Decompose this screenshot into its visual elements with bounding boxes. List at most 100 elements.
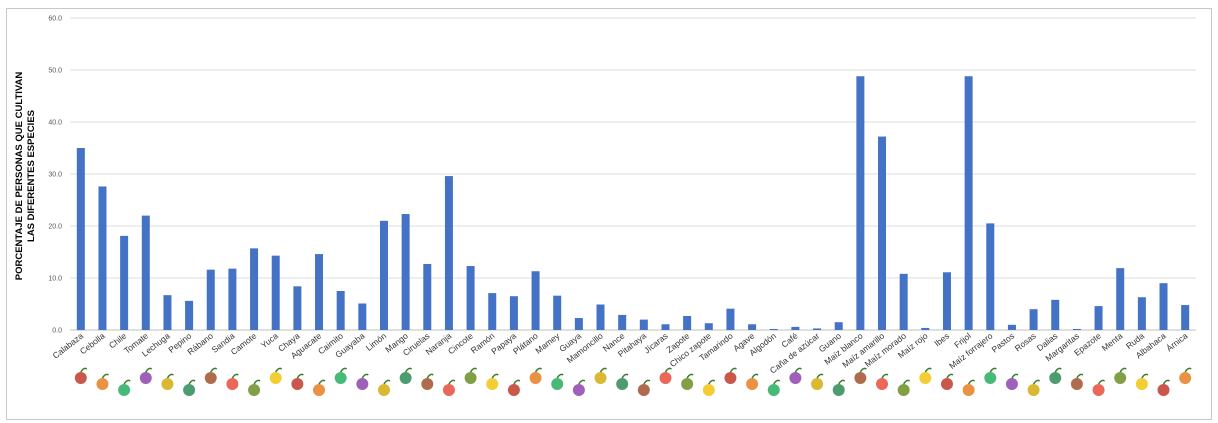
plant-icon [746,378,759,390]
bar [228,268,237,330]
plant-leaf-icon [1054,367,1062,373]
bar [98,186,107,330]
plant-leaf-icon [621,373,629,379]
bar [401,214,410,330]
bar [358,303,367,330]
plant-leaf-icon [448,379,456,385]
plant-icon [984,372,997,384]
plant-icon [204,372,217,384]
plant-leaf-icon [101,373,109,379]
plant-icon [876,378,889,390]
plant-leaf-icon [989,367,997,373]
plant-icon [1179,372,1192,384]
bar [1072,328,1081,330]
bar [466,266,475,330]
plant-icon [681,378,694,390]
bar [206,269,215,330]
plant-leaf-icon [404,367,413,373]
plant-icon [442,384,455,396]
y-tick-label: 60.0 [48,16,62,23]
plant-leaf-icon [1097,379,1105,385]
bar [293,286,302,330]
bar [986,223,995,330]
y-tick-label: 50.0 [48,68,62,75]
bar [76,148,85,330]
plant-leaf-icon [643,379,651,385]
plant-icon [96,378,109,390]
bar [185,300,194,330]
plant-icon [940,378,953,390]
bar [1029,309,1038,330]
y-axis-label-line2: LAS DIFERENTES ESPECIES [26,110,37,242]
plant-icon [313,384,326,396]
bar [574,318,583,330]
plant-leaf-icon [275,367,283,373]
bar [878,136,887,330]
plant-icon [811,378,824,390]
y-tick-label: 0.0 [52,328,62,335]
x-tick-label: Jícaras [642,331,670,356]
plant-icon [464,372,477,384]
bar [834,322,843,330]
bar [856,76,865,331]
plant-leaf-icon [794,367,802,373]
plant-leaf-icon [80,367,88,373]
plant-icon [616,378,629,390]
plant-icon [1027,384,1040,396]
plant-icon [962,384,975,396]
bar [964,76,973,331]
bar [553,295,562,330]
x-tick-label: Menta [1100,331,1125,354]
plant-leaf-icon [1162,379,1170,385]
bar [921,327,930,330]
plant-icon [1157,384,1170,396]
x-tick-label: Cebolla [78,331,107,357]
plant-leaf-icon [210,367,218,373]
plant-leaf-icon [729,367,737,373]
plant-icon [724,372,737,384]
plant-leaf-icon [556,373,564,379]
y-tick-label: 40.0 [48,120,62,127]
bar [1181,305,1190,330]
y-axis-label-line1: PORCENTAJE DE PERSONAS QUE CULTIVAN [14,72,25,281]
plant-leaf-icon [903,379,911,385]
plant-icon [594,372,607,384]
bar [791,326,800,330]
plant-leaf-icon [469,367,478,373]
plant-icon [334,372,347,384]
plant-icon [118,384,131,396]
plant-leaf-icon [145,367,153,373]
plant-leaf-icon [751,373,759,379]
plant-leaf-icon [664,367,672,373]
plant-leaf-icon [1119,367,1127,373]
plant-leaf-icon [383,379,391,385]
bar [163,295,172,330]
bar [1051,299,1060,330]
bar [141,215,150,330]
plant-leaf-icon [188,379,196,385]
bar [315,254,324,330]
x-tick-label: Rosas [1013,331,1038,354]
plant-icon [1070,378,1083,390]
plant-leaf-icon [578,379,586,385]
bar [1094,306,1103,330]
bar [444,176,453,330]
plant-icon [507,384,520,396]
plant-leaf-icon [686,373,694,379]
y-axis: 0.0 10.0 20.0 30.0 40.0 50.0 60.0 [48,16,62,335]
plant-leaf-icon [426,373,434,379]
bar [683,315,692,330]
plant-icon [919,372,932,384]
plant-icon [637,384,650,396]
plant-icon [1005,378,1018,390]
bar [423,263,432,330]
plant-icon [1049,372,1062,384]
plant-icon [269,372,282,384]
plant-leaf-icon [253,379,261,385]
x-tick-label: Ibes [932,331,951,349]
x-tick-label: Pastos [990,331,1017,355]
plant-icon [356,378,369,390]
plant-icon [572,384,585,396]
plant-icon [854,372,867,384]
plant-icon [161,378,174,390]
